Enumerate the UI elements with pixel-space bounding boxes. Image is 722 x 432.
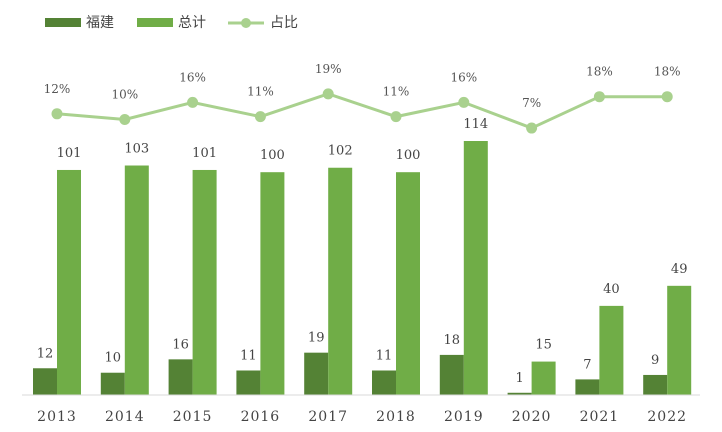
ratio-label-2021: 18% (586, 65, 613, 79)
bar-fujian-2014 (100, 372, 125, 395)
data-label-total-2019: 114 (463, 117, 488, 132)
data-label-total-2017: 102 (328, 144, 353, 159)
x-tick-2021: 2021 (580, 409, 620, 425)
ratio-point-2022 (661, 91, 673, 103)
bar-total-2015 (192, 169, 217, 395)
ratio-label-2020: 7% (522, 96, 541, 110)
bar-total-2014 (124, 165, 149, 395)
bar-fujian-2021 (575, 379, 600, 395)
bar-fujian-2017 (304, 352, 329, 395)
bar-total-2019 (463, 141, 488, 395)
data-label-fujian-2018: 11 (376, 348, 393, 363)
ratio-label-2014: 10% (111, 88, 138, 102)
legend: 福建 总计 占比 (45, 15, 298, 31)
ratio-line: 12% 10% 16% 11% 19% 11% 16% 7% 18% 18% (44, 62, 681, 134)
x-tick-2016: 2016 (241, 409, 281, 425)
ratio-point-2017 (322, 88, 334, 100)
ratio-label-2017: 19% (315, 62, 342, 76)
x-tick-2019: 2019 (444, 409, 484, 425)
data-label-total-2018: 100 (396, 148, 421, 163)
ratio-label-2013: 12% (44, 82, 71, 96)
data-label-fujian-2013: 12 (37, 346, 54, 361)
data-label-fujian-2022: 9 (651, 353, 659, 368)
ratio-point-2013 (51, 108, 63, 120)
data-label-total-2013: 101 (57, 146, 82, 161)
bar-total-2021 (599, 305, 624, 395)
ratio-label-2015: 16% (179, 70, 206, 84)
data-label-fujian-2016: 11 (240, 348, 257, 363)
bar-fujian-2020 (507, 392, 532, 395)
data-label-fujian-2020: 1 (515, 371, 523, 386)
data-label-total-2020: 15 (535, 338, 552, 353)
legend-swatch-total (137, 18, 173, 27)
bar-fujian-2013 (33, 368, 57, 395)
ratio-point-2019 (458, 96, 470, 108)
x-tick-2014: 2014 (105, 409, 145, 425)
x-tick-2013: 2013 (37, 409, 77, 425)
data-label-fujian-2019: 18 (444, 333, 461, 348)
ratio-label-2019: 16% (450, 70, 477, 84)
ratio-point-2014 (119, 114, 131, 125)
ratio-polyline (56, 92, 668, 130)
legend-label-total: 总计 (178, 15, 206, 31)
ratio-point-2020 (526, 122, 538, 134)
x-tick-2022: 2022 (647, 409, 687, 425)
ratio-point-2016 (254, 111, 266, 123)
legend-label-ratio: 占比 (270, 15, 298, 31)
x-tick-2020: 2020 (512, 409, 552, 425)
x-tick-2015: 2015 (173, 409, 213, 425)
data-label-total-2014: 103 (124, 142, 149, 157)
bar-fujian-2022 (643, 374, 668, 395)
data-label-total-2022: 49 (671, 262, 688, 277)
ratio-label-2016: 11% (247, 85, 274, 99)
data-label-fujian-2017: 19 (308, 331, 325, 346)
ratio-point-2018 (390, 111, 402, 123)
ratio-point-2015 (187, 96, 199, 108)
bar-total-2020 (531, 361, 556, 395)
x-tick-2018: 2018 (376, 409, 416, 425)
bar-fujian-2018 (372, 370, 396, 395)
legend-item-ratio: 占比 (228, 15, 298, 31)
bar-fujian-2019 (439, 354, 464, 395)
bar-fujian-2015 (168, 359, 193, 395)
legend-item-total: 总计 (137, 15, 206, 31)
data-label-total-2016: 100 (260, 148, 285, 163)
data-label-fujian-2021: 7 (583, 357, 591, 372)
ratio-label-2022: 18% (654, 65, 681, 79)
data-label-fujian-2014: 10 (105, 351, 122, 366)
legend-label-fujian: 福建 (86, 15, 114, 31)
data-label-fujian-2015: 16 (172, 337, 189, 352)
data-label-total-2021: 40 (603, 282, 620, 297)
bar-total-2013 (57, 169, 81, 395)
bar-total-2017 (328, 167, 353, 395)
data-label-total-2015: 101 (192, 146, 217, 161)
bars: 12 101 10 103 16 101 11 100 19 102 11 100 18 114 1 15 7 4… (33, 117, 692, 395)
x-tick-2017: 2017 (308, 409, 348, 425)
ratio-label-2018: 11% (383, 85, 410, 99)
legend-swatch-fujian (45, 18, 81, 27)
bar-total-2016 (260, 172, 285, 395)
legend-marker-ratio (241, 18, 251, 28)
x-axis-ticks: 2013 2014 2015 2016 2017 2018 2019 2020 2021 2022 (37, 409, 687, 425)
ratio-point-2021 (593, 91, 605, 103)
bar-fujian-2016 (236, 370, 261, 395)
legend-item-fujian: 福建 (45, 15, 114, 31)
bar-total-2018 (396, 172, 420, 395)
bar-total-2022 (667, 285, 692, 395)
